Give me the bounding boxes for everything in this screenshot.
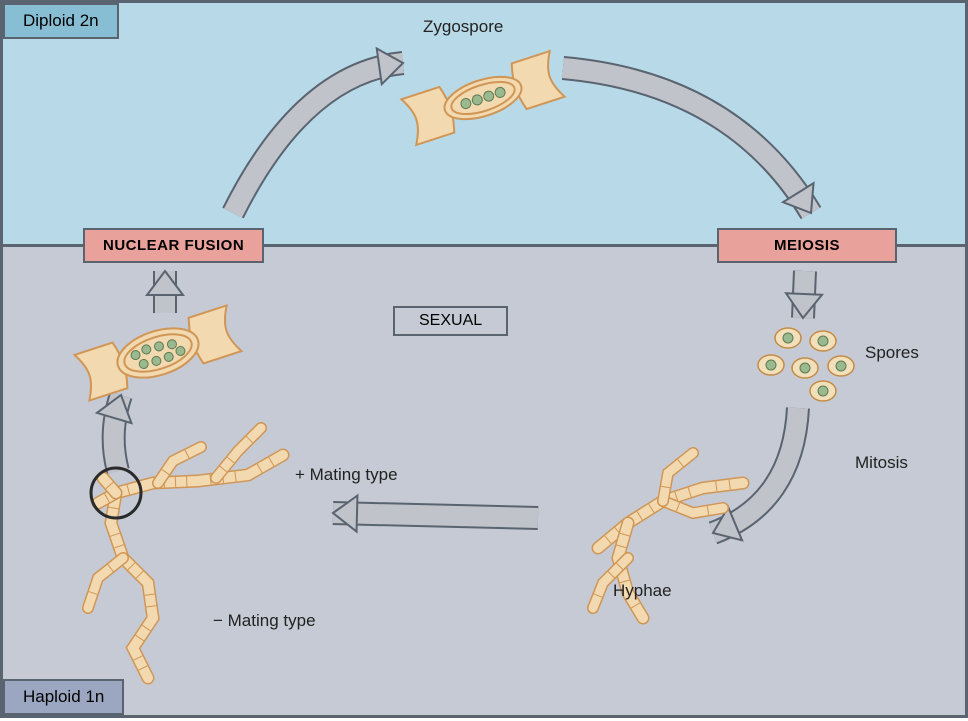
nuclear-fusion-box: NUCLEAR FUSION — [83, 228, 264, 263]
sexual-label-box: SEXUAL — [393, 306, 508, 336]
hyphae-label: Hyphae — [613, 581, 672, 601]
minus-mating-label: − Mating type — [213, 611, 316, 631]
zygospore-label: Zygospore — [423, 17, 503, 37]
diploid-region — [3, 3, 965, 246]
plus-mating-label: + Mating type — [295, 465, 398, 485]
diploid-badge: Diploid 2n — [3, 3, 119, 39]
haploid-badge: Haploid 1n — [3, 679, 124, 715]
mitosis-label: Mitosis — [855, 453, 908, 473]
meiosis-label: MEIOSIS — [774, 237, 840, 254]
diploid-label: Diploid 2n — [23, 11, 99, 30]
haploid-label: Haploid 1n — [23, 687, 104, 706]
sexual-label: SEXUAL — [419, 312, 482, 329]
meiosis-box: MEIOSIS — [717, 228, 897, 263]
nuclear-fusion-label: NUCLEAR FUSION — [103, 237, 244, 254]
spores-label: Spores — [865, 343, 919, 363]
